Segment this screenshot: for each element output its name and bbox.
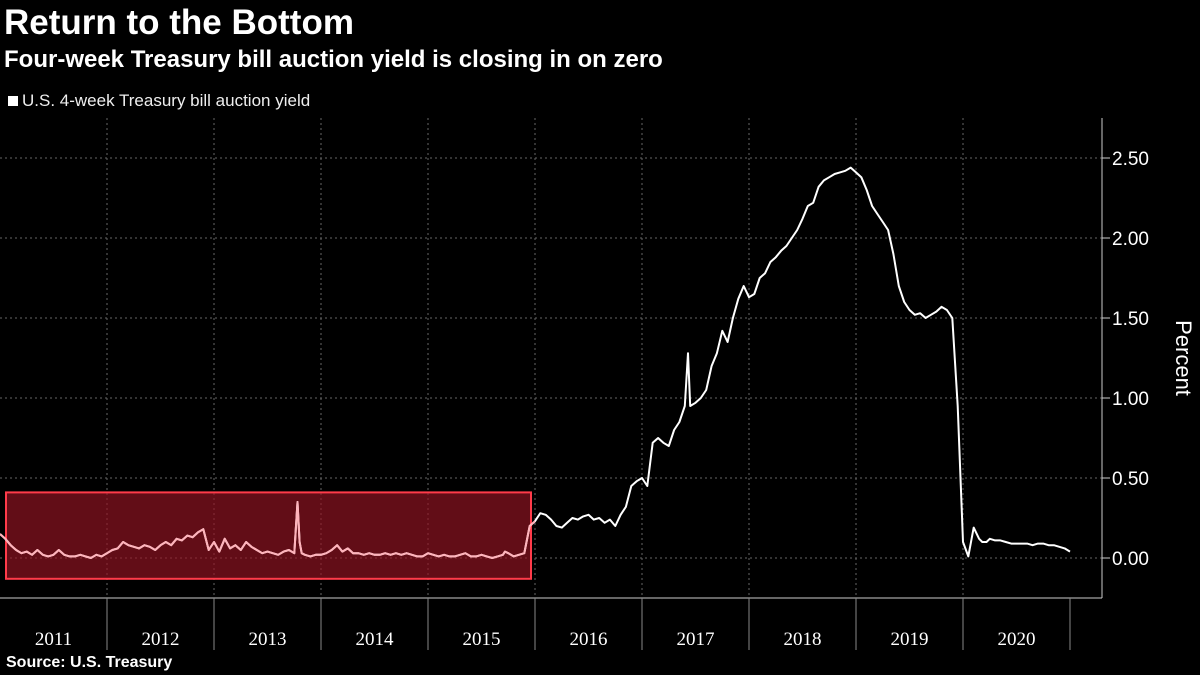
x-tick-label: 2018 (784, 629, 822, 650)
y-axis-label: Percent (1171, 320, 1196, 396)
highlight-box (5, 491, 532, 580)
source-note: Source: U.S. Treasury (6, 654, 173, 671)
legend: U.S. 4-week Treasury bill auction yield (8, 90, 310, 112)
x-tick-label: 2016 (570, 629, 608, 650)
series-group (0, 166, 1071, 559)
y-tick-label: 2.50 (1112, 149, 1149, 170)
y-gridlines (0, 157, 1102, 559)
y-ticks: 0.00 0.50 1.00 1.50 2.00 2.50 (1102, 149, 1149, 570)
legend-swatch (8, 96, 18, 106)
x-tick-label: 2014 (356, 629, 395, 650)
x-tick-label: 2017 (677, 629, 715, 650)
chart-title: Return to the Bottom (4, 3, 354, 42)
x-tick-label: 2015 (463, 629, 501, 650)
x-tick-label: 2012 (142, 629, 180, 650)
series-line-highlighted (0, 501, 536, 559)
x-tick-label: 2013 (249, 629, 287, 650)
chart-subtitle: Four-week Treasury bill auction yield is… (4, 46, 663, 73)
y-tick-label: 2.00 (1112, 229, 1149, 250)
x-ticks: 2011 2012 2013 2014 2015 2016 2017 2018 2019 2020 (35, 598, 1071, 650)
legend-label: U.S. 4-week Treasury bill auction yield (22, 91, 311, 110)
y-tick-label: 1.50 (1112, 309, 1149, 330)
y-tick-label: 0.50 (1112, 469, 1149, 490)
x-tick-label: 2020 (998, 629, 1036, 650)
y-tick-label: 0.00 (1112, 549, 1149, 570)
highlight-region (5, 491, 532, 580)
x-tick-label: 2019 (891, 629, 929, 650)
x-tick-label: 2011 (35, 629, 72, 650)
y-tick-label: 1.00 (1112, 389, 1149, 410)
axes (0, 118, 1103, 599)
